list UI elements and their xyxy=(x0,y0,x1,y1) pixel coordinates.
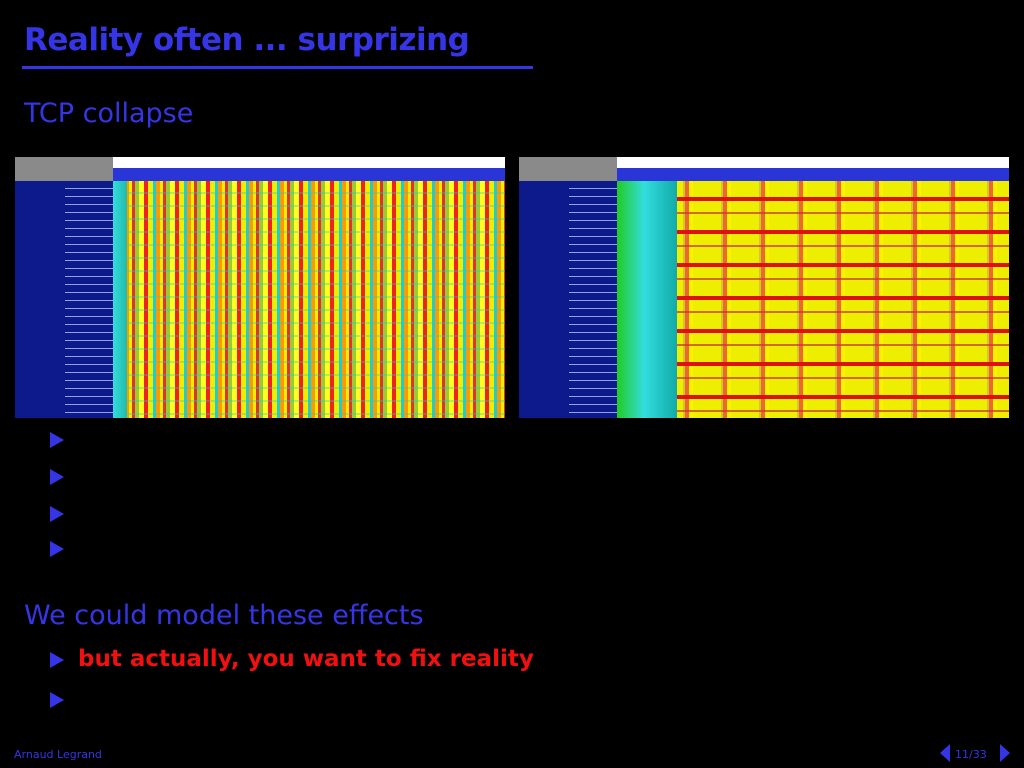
panel-header xyxy=(15,157,113,181)
time-ruler xyxy=(113,157,505,168)
bullet xyxy=(50,652,64,668)
bullet xyxy=(50,432,64,448)
time-bar xyxy=(617,168,1009,181)
heading: We could model these effects xyxy=(24,600,424,631)
subtitle: TCP collapse xyxy=(24,98,194,129)
side-panel xyxy=(519,181,569,418)
row-labels xyxy=(569,181,617,418)
panel-header xyxy=(519,157,617,181)
next-button[interactable] xyxy=(1000,744,1010,762)
bullet xyxy=(50,506,64,522)
prev-button[interactable] xyxy=(940,744,950,762)
bullet xyxy=(50,692,64,708)
time-bar xyxy=(113,168,505,181)
trace-screenshot xyxy=(519,157,1009,418)
trace-start xyxy=(113,181,127,418)
page-number: 11/33 xyxy=(955,748,987,761)
bullet xyxy=(50,469,64,485)
slide-title: Reality often ... surprizing xyxy=(24,22,470,58)
trace-plot xyxy=(617,181,1009,418)
bullet xyxy=(50,541,64,557)
side-panel xyxy=(15,181,65,418)
row-labels xyxy=(65,181,113,418)
footer-author: Arnaud Legrand xyxy=(14,748,102,761)
bullet-text: but actually, you want to fix reality xyxy=(78,646,534,672)
trace-plot xyxy=(113,181,505,418)
title-underline xyxy=(22,66,533,69)
time-ruler xyxy=(617,157,1009,168)
trace-screenshot xyxy=(15,157,505,418)
trace-start xyxy=(617,181,677,418)
